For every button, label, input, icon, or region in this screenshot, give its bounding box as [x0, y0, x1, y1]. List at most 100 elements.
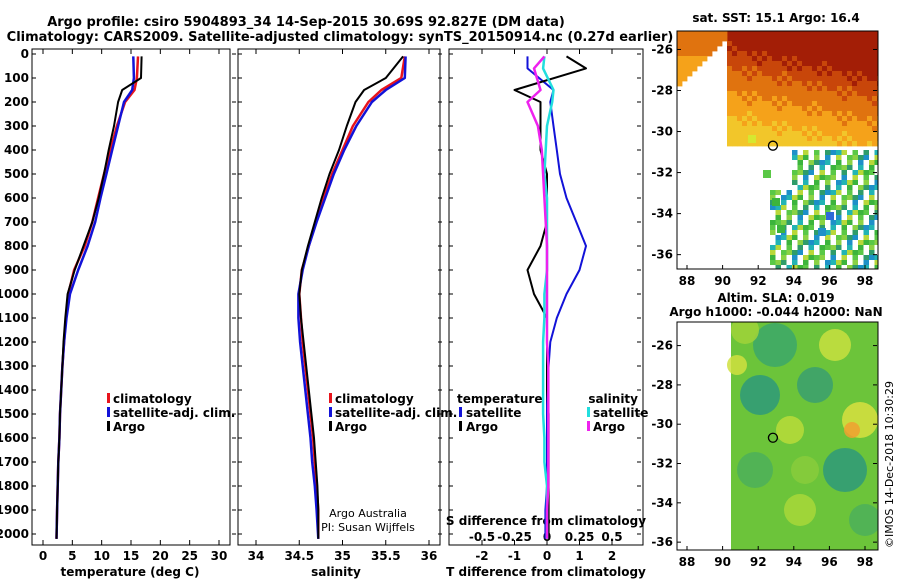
sst-cell	[827, 86, 833, 92]
sla-map-frame	[676, 321, 879, 551]
sst-cell	[847, 180, 853, 185]
sst-cell	[787, 66, 793, 72]
sst-cell	[827, 126, 833, 132]
sst-cell	[803, 155, 809, 160]
sst-cell	[787, 81, 793, 87]
sst-cell	[827, 111, 833, 117]
sst-cell	[802, 131, 808, 137]
sst-cell	[847, 86, 853, 92]
sst-cell	[732, 131, 738, 137]
sst-cell	[777, 106, 783, 112]
sst-cell	[777, 31, 783, 37]
sst-cell	[869, 200, 875, 205]
lat-tick-label: -30	[651, 417, 673, 431]
sst-cell	[808, 255, 814, 260]
x-tick-label: 30	[211, 549, 228, 563]
sst-cell	[867, 81, 873, 87]
sst-cell	[858, 160, 864, 165]
sst-cell	[858, 190, 864, 195]
sst-cell	[797, 76, 803, 82]
sst-cell	[797, 96, 803, 102]
sst-cell	[757, 116, 763, 122]
sst-cell	[822, 76, 828, 82]
sst-cell	[777, 81, 783, 87]
sst-cell	[777, 86, 783, 92]
sst-cell	[837, 116, 843, 122]
sst-cell	[802, 66, 808, 72]
sst-cell	[712, 46, 718, 52]
sst-cell	[767, 96, 773, 102]
sst-cell	[802, 111, 808, 117]
sst-cell	[836, 155, 842, 160]
sst-cell	[752, 121, 758, 127]
sst-cell	[682, 51, 688, 57]
sst-cell	[822, 136, 828, 142]
sst-cell	[822, 46, 828, 52]
sst-cell	[797, 41, 803, 47]
sst-cell	[762, 136, 768, 142]
sst-cell	[787, 96, 793, 102]
sst-cell	[842, 41, 848, 47]
sst-cell	[858, 170, 864, 175]
sst-cell	[841, 235, 847, 240]
sst-cell	[862, 51, 868, 57]
sst-cell	[772, 56, 778, 62]
sst-cell	[722, 36, 728, 42]
sst-cell	[847, 160, 853, 165]
sst-cell	[792, 51, 798, 57]
sst-cell	[772, 106, 778, 112]
sst-cell	[842, 91, 848, 97]
sst-cell	[697, 41, 703, 47]
sst-cell	[742, 111, 748, 117]
sst-cell	[782, 131, 788, 137]
sst-cell	[863, 210, 869, 215]
sst-cell	[836, 260, 842, 265]
sst-cell	[797, 66, 803, 72]
sst-cell	[727, 61, 733, 67]
sst-cell	[777, 101, 783, 107]
sst-cell	[792, 56, 798, 62]
sst-cell	[803, 265, 809, 269]
sst-cell	[772, 71, 778, 77]
sst-cell	[862, 136, 868, 142]
sst-cell	[847, 36, 853, 42]
legend-swatch-t-satellite	[459, 407, 462, 417]
sst-cell	[807, 121, 813, 127]
sst-cell	[677, 71, 683, 77]
sst-cell	[692, 61, 698, 67]
sst-cell	[787, 136, 793, 142]
sst-cell	[787, 36, 793, 42]
lat-tick-label: -26	[651, 42, 673, 56]
sst-cell	[770, 195, 776, 200]
sst-cell	[808, 250, 814, 255]
sst-cell	[858, 225, 864, 230]
sst-cell	[752, 76, 758, 82]
sst-cell	[847, 141, 853, 147]
sst-cell	[812, 96, 818, 102]
sst-cell	[727, 51, 733, 57]
sst-cell	[863, 240, 869, 245]
x-tick-label: -2	[475, 549, 488, 563]
sst-cell	[786, 215, 792, 220]
sst-cell	[847, 195, 853, 200]
sst-cell	[852, 141, 858, 147]
depth-tick-label: 700	[4, 215, 29, 229]
sst-cell	[808, 190, 814, 195]
sst-cell	[737, 56, 743, 62]
sst-cell	[842, 61, 848, 67]
sst-cell	[697, 61, 703, 67]
lon-tick-label: 94	[785, 274, 802, 288]
sst-cell	[742, 41, 748, 47]
sst-cell	[807, 71, 813, 77]
sst-cell	[807, 126, 813, 132]
sst-cell	[837, 91, 843, 97]
sst-cell	[692, 36, 698, 42]
sst-cell	[867, 56, 873, 62]
sst-cell	[732, 41, 738, 47]
sst-cell	[767, 126, 773, 132]
sst-cell	[772, 36, 778, 42]
sst-cell	[842, 56, 848, 62]
sst-cell	[802, 121, 808, 127]
sst-cell	[797, 106, 803, 112]
lon-tick-label: 98	[857, 274, 874, 288]
